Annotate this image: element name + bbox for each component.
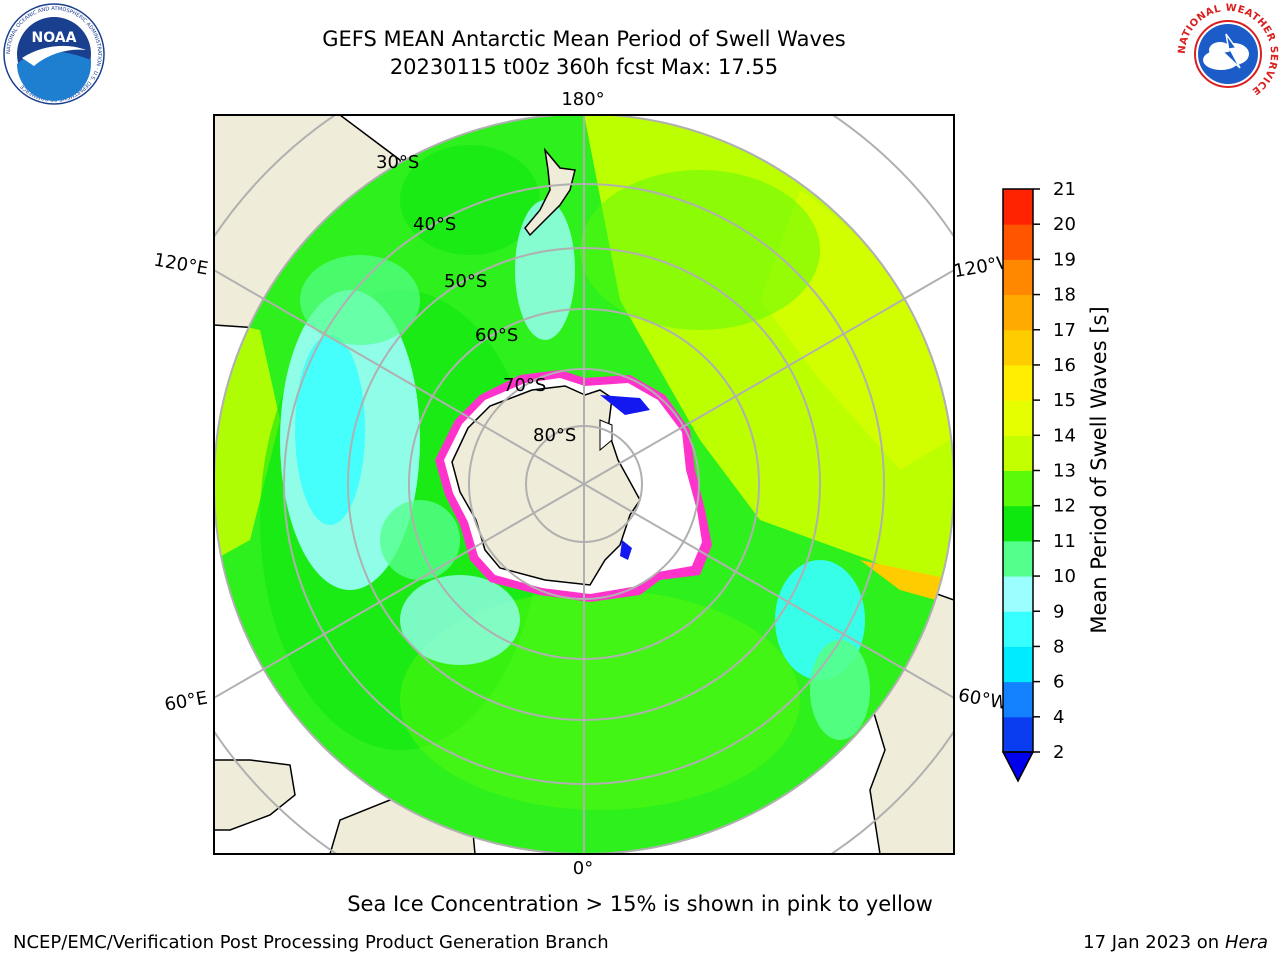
colorbar-segment (1003, 576, 1033, 612)
colorbar-segment (1003, 611, 1033, 647)
colorbar-segment (1003, 681, 1033, 718)
colorbar-segment (1003, 540, 1033, 577)
lat-label-70s: 70°S (503, 375, 546, 396)
lon-label-180: 180° (561, 89, 604, 110)
colorbar-tick-label: 15 (1053, 390, 1076, 411)
colorbar-segment (1003, 189, 1033, 225)
map-frame (213, 114, 955, 855)
colorbar-tick-label: 16 (1053, 355, 1076, 376)
colorbar-extend-triangle (1001, 751, 1035, 783)
lat-label-80s: 80°S (533, 425, 576, 446)
colorbar-tick-label: 18 (1053, 285, 1076, 306)
land-madagascar (214, 759, 296, 831)
colorbar-segments (1003, 189, 1033, 753)
chart-subtitle: 20230115 t00z 360h fcst Max: 17.55 (389, 55, 779, 79)
footer-credit: NCEP/EMC/Verification Post Processing Pr… (13, 932, 609, 953)
lat-label-30s: 30°S (376, 152, 419, 173)
colorbar-segment (1003, 294, 1033, 331)
colorbar-segment (1003, 329, 1033, 366)
chart-title: GEFS MEAN Antarctic Mean Period of Swell… (322, 27, 846, 51)
colorbar-tick-label: 9 (1053, 601, 1064, 622)
nws-logo: NATIONAL WEATHER SERVICE (1177, 3, 1279, 104)
lon-label-0: 0° (573, 858, 593, 879)
colorbar-segment (1003, 505, 1033, 542)
colorbar-tick-label: 2 (1053, 742, 1064, 763)
colorbar-segment (1003, 716, 1033, 753)
footer-host: Hera (1224, 932, 1268, 953)
colorbar-tick-label: 17 (1053, 320, 1076, 341)
colorbar-segment (1003, 470, 1033, 507)
colorbar-tick-label: 11 (1053, 531, 1076, 552)
colorbar-tick-label: 4 (1053, 707, 1064, 728)
colorbar-tick-label: 21 (1053, 179, 1076, 200)
colorbar-segment (1003, 259, 1033, 296)
lat-label-50s: 50°S (444, 271, 487, 292)
colorbar-tick-label: 12 (1053, 496, 1076, 517)
colorbar-segment (1003, 364, 1033, 401)
graticule (214, 115, 954, 854)
colorbar-tick-label: 6 (1053, 672, 1064, 693)
footer-date: 17 Jan 2023 on Hera (1083, 932, 1268, 953)
noaa-logo-text: NOAA (32, 30, 77, 46)
colorbar-segment (1003, 646, 1033, 683)
colorbar-tick-label: 14 (1053, 425, 1076, 446)
colorbar-tick-label: 19 (1053, 249, 1076, 270)
colorbar-segment (1003, 224, 1033, 260)
colorbar-tick-label: 20 (1053, 214, 1076, 235)
lat-label-40s: 40°S (413, 214, 456, 235)
lat-label-60s: 60°S (475, 325, 518, 346)
colorbar-segment (1003, 435, 1033, 471)
noaa-logo: NATIONAL OCEANIC AND ATMOSPHERIC ADMINIS… (3, 3, 105, 105)
colorbar-segment (1003, 400, 1033, 436)
sea-ice-caption: Sea Ice Concentration > 15% is shown in … (347, 892, 933, 916)
colorbar-tick-label: 10 (1053, 566, 1076, 587)
colorbar-tick-label: 13 (1053, 461, 1076, 482)
colorbar-tick-label: 8 (1053, 636, 1064, 657)
colorbar-label: Mean Period of Swell Waves [s] (1087, 306, 1111, 633)
footer-date-text: 17 Jan 2023 on (1083, 932, 1220, 953)
